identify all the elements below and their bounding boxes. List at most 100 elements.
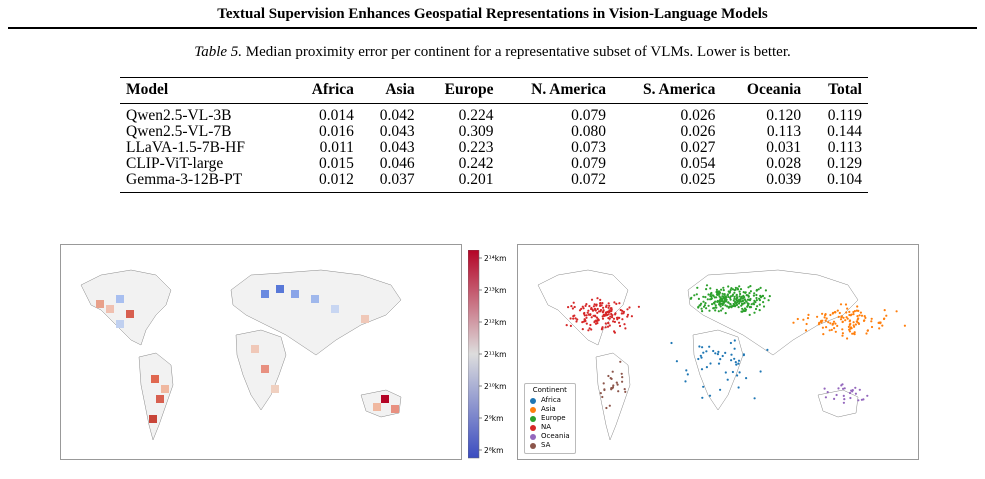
- col-header: N. America: [531, 81, 607, 98]
- scatter-point: [753, 292, 756, 295]
- scatter-point: [740, 310, 743, 313]
- value-cell: 0.242: [458, 155, 494, 172]
- scatter-point: [589, 323, 592, 327]
- scatter-point: [569, 317, 572, 320]
- scatter-point: [851, 332, 854, 335]
- scatter-point: [823, 316, 826, 319]
- scatter-point: [587, 329, 590, 332]
- scatter-point: [729, 296, 732, 299]
- value-cell: 0.015: [319, 155, 354, 172]
- scatter-point: [588, 305, 591, 308]
- value-cell: 0.054: [680, 155, 716, 172]
- heat-cell: [373, 403, 381, 411]
- scatter-point: [727, 306, 730, 309]
- scatter-point: [604, 322, 607, 325]
- scatter-point: [698, 345, 701, 348]
- scatter-point: [697, 357, 700, 361]
- legend-label: SA: [541, 441, 551, 449]
- scatter-point: [721, 295, 724, 298]
- value-cell: 0.113: [766, 123, 802, 140]
- scatter-point: [824, 396, 827, 399]
- value-cell: 0.043: [379, 139, 415, 156]
- scatter-point: [727, 290, 730, 293]
- scatter-point: [730, 359, 733, 362]
- scatter-point: [846, 307, 849, 310]
- scatter-point: [705, 350, 708, 353]
- running-header: Textual Supervision Enhances Geospatial …: [217, 6, 768, 22]
- legend-marker-icon: [530, 397, 536, 404]
- scatter-point: [716, 300, 719, 303]
- scatter-point: [729, 302, 732, 306]
- scatter-point: [749, 285, 752, 288]
- scatter-point: [714, 309, 717, 312]
- scatter-point: [844, 303, 848, 306]
- scatter-point: [722, 301, 726, 304]
- scatter-point: [716, 353, 719, 356]
- scatter-point: [726, 294, 729, 297]
- scatter-point: [721, 292, 724, 295]
- scatter-point: [705, 307, 708, 310]
- scatter-point: [842, 316, 845, 319]
- scatter-point: [857, 321, 860, 325]
- scatter-point: [582, 307, 585, 310]
- colorbar-tick-label: 2¹¹km: [484, 350, 506, 359]
- scatter-point: [850, 313, 853, 316]
- scatter-point: [859, 311, 862, 314]
- scatter-point: [739, 288, 743, 291]
- scatter-point: [705, 288, 708, 291]
- colorbar-tick-label: 2¹²km: [484, 318, 506, 327]
- scatter-point: [730, 287, 733, 290]
- scatter-point: [714, 352, 717, 355]
- scatter-point: [590, 316, 593, 319]
- legend-item: Africa: [530, 396, 570, 405]
- scatter-point: [738, 298, 741, 301]
- scatter-point: [844, 319, 847, 322]
- heat-cell: [271, 385, 279, 393]
- scatter-point: [735, 294, 738, 297]
- scatter-point: [606, 325, 610, 328]
- scatter-point: [697, 297, 700, 300]
- scatter-point: [736, 287, 739, 290]
- legend-item: Oceania: [530, 432, 570, 441]
- scatter-point: [762, 305, 766, 308]
- scatter-point: [761, 294, 765, 297]
- scatter-point: [827, 321, 830, 324]
- scatter-point: [733, 297, 736, 300]
- value-cell: 0.120: [766, 107, 802, 124]
- scatter-point: [763, 297, 766, 300]
- scatter-point: [833, 397, 836, 400]
- scatter-point: [704, 302, 707, 305]
- scatter-point: [730, 353, 733, 356]
- scatter-point: [737, 302, 741, 305]
- scatter-point: [613, 330, 616, 333]
- scatter-point: [715, 293, 719, 296]
- legend-marker-icon: [530, 433, 536, 440]
- scatter-point: [764, 289, 767, 292]
- legend-marker-icon: [530, 442, 536, 449]
- heat-cell: [126, 310, 134, 318]
- scatter-point: [572, 315, 575, 318]
- scatter-point: [700, 368, 704, 371]
- continent-outline: [595, 352, 631, 441]
- heat-cell: [291, 290, 299, 298]
- legend-label: Africa: [541, 396, 561, 404]
- scatter-point: [628, 306, 631, 309]
- scatter-point: [735, 363, 738, 366]
- scatter-point: [724, 299, 727, 302]
- scatter-point: [767, 299, 770, 302]
- scatter-point: [766, 348, 769, 351]
- col-header: Africa: [311, 81, 354, 98]
- scatter-point: [715, 288, 718, 291]
- scatter-point: [752, 294, 755, 297]
- scatter-point: [768, 295, 771, 298]
- scatter-point: [594, 319, 598, 322]
- value-cell: 0.073: [571, 139, 607, 156]
- scatter-point: [702, 305, 706, 308]
- scatter-point: [852, 310, 855, 314]
- scatter-point: [741, 303, 744, 306]
- value-cell: 0.079: [571, 155, 607, 172]
- scatter-point: [602, 306, 605, 309]
- heat-cell: [149, 415, 157, 423]
- heat-cell: [381, 395, 389, 403]
- value-cell: 0.027: [680, 139, 716, 156]
